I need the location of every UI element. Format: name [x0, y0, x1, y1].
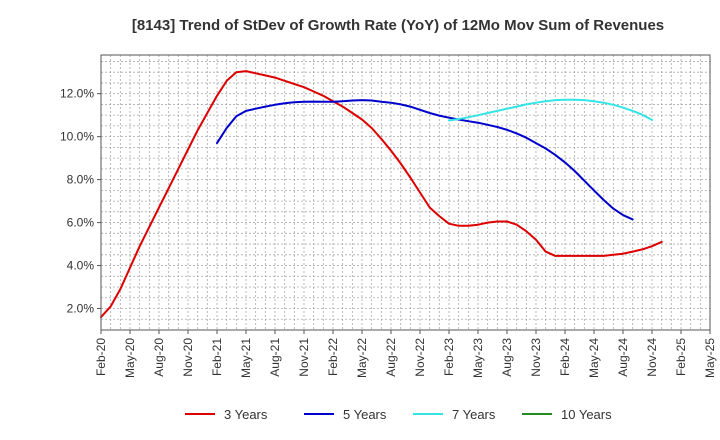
x-tick-label: Aug-20: [152, 338, 166, 377]
x-tick-label: Nov-21: [297, 338, 311, 377]
legend-label-1: 3 Years: [224, 407, 268, 422]
x-tick-label: Feb-21: [210, 338, 224, 376]
series-line-2: [216, 99, 634, 221]
x-tick-label: Aug-24: [616, 338, 630, 377]
legend: 3 Years 5 Years 7 Years 10 Years: [185, 407, 612, 422]
series-line-1: [100, 70, 663, 319]
x-tick-label: May-21: [239, 338, 253, 378]
x-tick-label: Nov-24: [645, 338, 659, 377]
legend-label-3: 7 Years: [452, 407, 496, 422]
x-tick-label: Nov-20: [181, 338, 195, 377]
x-tick-label: May-22: [355, 338, 369, 378]
legend-label-2: 5 Years: [343, 407, 387, 422]
plot-area: [100, 54, 711, 331]
y-tick-label: 4.0%: [67, 259, 95, 273]
x-axis: Feb-20 May-20 Aug-20 Nov-20 Feb-21 May-21 Aug-…: [94, 330, 717, 378]
y-axis: 2.0% 4.0% 6.0% 8.0% 10.0% 12.0%: [60, 87, 101, 316]
x-tick-label: May-20: [123, 338, 137, 378]
x-tick-label: Aug-23: [500, 338, 514, 377]
x-tick-label: May-24: [587, 338, 601, 378]
y-tick-label: 2.0%: [67, 302, 95, 316]
x-tick-label: Feb-25: [674, 338, 688, 376]
y-tick-label: 8.0%: [67, 173, 95, 187]
legend-label-4: 10 Years: [561, 407, 612, 422]
x-tick-label: May-25: [703, 338, 717, 378]
series-layer: [100, 70, 663, 319]
x-tick-label: May-23: [471, 338, 485, 378]
x-tick-label: Nov-22: [413, 338, 427, 377]
x-tick-label: Feb-22: [326, 338, 340, 376]
series-line-3: [448, 98, 653, 122]
y-tick-label: 6.0%: [67, 216, 95, 230]
y-tick-label: 10.0%: [60, 130, 94, 144]
x-tick-label: Aug-22: [384, 338, 398, 377]
x-tick-label: Feb-20: [94, 338, 108, 376]
grid: [101, 55, 710, 331]
x-tick-label: Feb-24: [558, 338, 572, 376]
x-tick-label: Feb-23: [442, 338, 456, 376]
x-tick-label: Aug-21: [268, 338, 282, 377]
x-tick-label: Nov-23: [529, 338, 543, 377]
y-tick-label: 12.0%: [60, 87, 94, 101]
chart-title: [8143] Trend of StDev of Growth Rate (Yo…: [132, 17, 664, 34]
